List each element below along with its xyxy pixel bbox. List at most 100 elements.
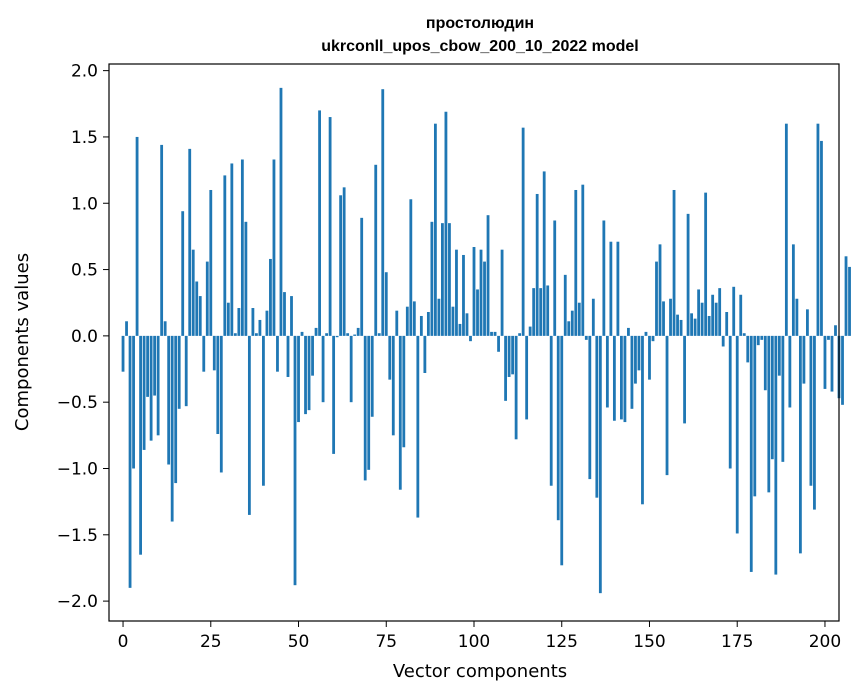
y-tick-label: −2.0 (57, 592, 98, 612)
bar-113 (518, 333, 522, 336)
bar-79 (398, 335, 402, 490)
y-tick-label: −1.0 (57, 459, 98, 479)
y-axis-ticks: 2.0 1.5 1.0 0.5 0.0 −0.5 −1.0 −1.5 −2.0 (57, 62, 109, 612)
bar-136 (598, 335, 602, 594)
bar-61 (335, 335, 339, 338)
bar-series (121, 87, 851, 594)
bar-62 (339, 195, 343, 336)
bar-206 (844, 256, 848, 336)
bar-3 (132, 335, 135, 469)
bar-47 (286, 335, 290, 377)
y-tick-label: 0.0 (71, 327, 98, 347)
x-tick-label: 200 (809, 632, 841, 652)
bar-128 (570, 310, 574, 336)
bar-9 (153, 335, 157, 396)
bar-36 (247, 335, 251, 515)
bar-60 (332, 335, 336, 454)
bar-179 (749, 335, 753, 572)
bar-195 (806, 309, 809, 336)
bar-130 (577, 302, 581, 336)
bar-167 (707, 315, 711, 336)
bar-103 (483, 261, 486, 336)
bar-89 (433, 123, 437, 336)
bar-18 (184, 335, 188, 407)
bar-43 (272, 159, 276, 336)
bar-104 (486, 215, 490, 336)
bar-90 (437, 298, 441, 336)
bar-121 (546, 285, 550, 336)
bar-86 (423, 335, 427, 373)
bar-77 (391, 335, 395, 436)
bar-55 (314, 327, 318, 336)
y-tick-label: 0.5 (71, 261, 98, 281)
bar-180 (753, 335, 757, 497)
bar-154 (662, 301, 665, 336)
bar-7 (146, 335, 150, 397)
bar-191 (791, 244, 795, 336)
bar-44 (276, 335, 279, 372)
bar-137 (602, 220, 606, 336)
bar-21 (195, 281, 199, 336)
bar-48 (290, 296, 293, 336)
bar-22 (198, 296, 202, 336)
bar-129 (574, 189, 578, 336)
bar-171 (721, 335, 725, 347)
x-tick-label: 100 (458, 632, 490, 652)
bar-42 (269, 258, 272, 336)
bar-38 (255, 333, 258, 336)
bar-15 (174, 335, 178, 484)
x-tick-label: 75 (375, 632, 397, 652)
bar-149 (644, 331, 648, 336)
bar-193 (798, 335, 802, 554)
bar-141 (616, 241, 620, 336)
bar-131 (581, 184, 585, 336)
bar-23 (202, 335, 206, 372)
bar-124 (556, 335, 560, 521)
bar-25 (209, 189, 213, 336)
x-tick-label: 175 (721, 632, 753, 652)
bar-37 (251, 308, 255, 336)
bar-58 (325, 333, 328, 336)
bar-80 (402, 335, 406, 448)
bar-111 (511, 335, 515, 375)
bar-174 (732, 286, 736, 336)
bar-107 (497, 335, 500, 352)
bar-24 (205, 261, 209, 336)
bar-148 (641, 335, 644, 505)
bar-0 (121, 335, 125, 372)
bar-182 (760, 335, 764, 340)
bar-150 (648, 335, 651, 380)
bar-93 (448, 223, 451, 336)
bar-75 (384, 272, 388, 336)
x-tick-label: 125 (546, 632, 578, 652)
bar-100 (472, 247, 476, 336)
bar-190 (788, 335, 792, 408)
bar-183 (763, 335, 767, 391)
bar-99 (469, 335, 472, 342)
bar-40 (262, 335, 265, 486)
bar-35 (244, 221, 248, 336)
bar-94 (451, 306, 455, 336)
bar-114 (521, 127, 525, 336)
plot-frame (108, 63, 840, 622)
x-tick-label: 150 (633, 632, 665, 652)
bar-106 (493, 331, 497, 336)
bar-143 (623, 335, 627, 423)
bar-95 (455, 249, 458, 336)
bar-181 (756, 335, 760, 346)
bar-32 (233, 333, 237, 336)
bar-102 (479, 249, 483, 336)
bar-88 (430, 221, 434, 336)
bar-59 (328, 117, 332, 336)
bar-120 (542, 171, 546, 336)
bar-63 (342, 187, 346, 336)
bar-196 (809, 335, 813, 486)
bar-34 (240, 159, 244, 336)
bar-126 (563, 274, 567, 336)
bar-122 (549, 335, 553, 486)
bar-51 (300, 331, 304, 336)
bar-166 (704, 192, 708, 336)
bar-160 (683, 335, 686, 424)
bar-45 (279, 87, 283, 336)
